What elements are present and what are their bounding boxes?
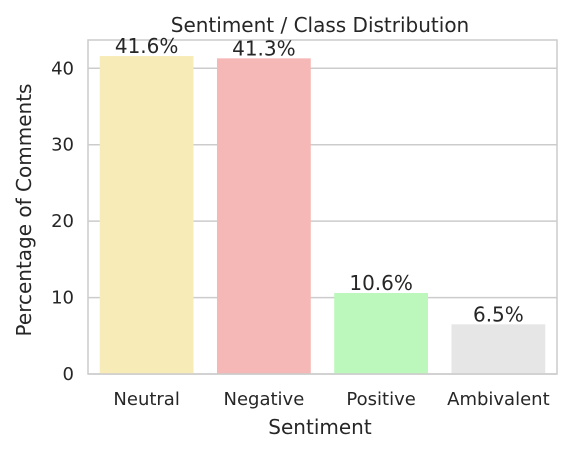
bar-neutral — [99, 56, 194, 374]
x-axis-label: Sentiment — [268, 415, 372, 439]
y-tick-labels: 0 10 20 30 40 — [51, 58, 74, 385]
y-tick-label: 10 — [51, 288, 74, 309]
data-label: 10.6% — [349, 271, 413, 295]
x-tick-label: Ambivalent — [447, 389, 550, 410]
data-labels: 41.6% 41.3% 10.6% 6.5% — [115, 34, 524, 326]
y-tick-label: 40 — [51, 58, 74, 79]
x-tick-label: Negative — [223, 389, 304, 410]
y-tick-label: 30 — [51, 135, 74, 156]
x-tick-label: Positive — [346, 389, 415, 410]
y-tick-label: 0 — [63, 364, 74, 385]
data-label: 41.3% — [232, 36, 296, 60]
data-label: 6.5% — [473, 302, 524, 326]
chart-title: Sentiment / Class Distribution — [171, 13, 470, 37]
bar-ambivalent — [451, 324, 546, 374]
data-label: 41.6% — [115, 34, 179, 58]
plot-frame — [87, 39, 558, 375]
bars — [99, 56, 546, 374]
y-tick-label: 20 — [51, 211, 74, 232]
bar-negative — [216, 58, 311, 374]
bar-positive — [334, 292, 429, 374]
y-axis-label: Percentage of Comments — [12, 84, 36, 337]
x-tick-label: Neutral — [113, 389, 179, 410]
x-tick-labels: Neutral Negative Positive Ambivalent — [113, 389, 549, 410]
